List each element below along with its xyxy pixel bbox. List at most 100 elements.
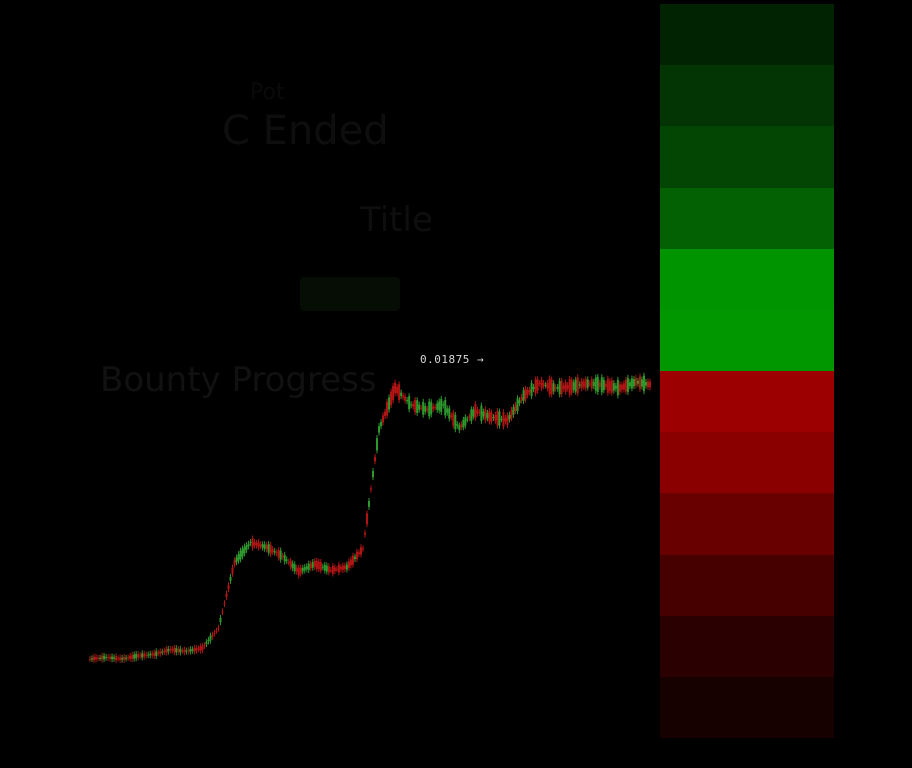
candle-down (618, 384, 621, 392)
candle-up (267, 543, 270, 553)
candle-up (285, 559, 288, 561)
candle-down (271, 549, 274, 552)
heat-cell (660, 554, 834, 616)
candle-down (606, 378, 609, 393)
candle-down (199, 646, 202, 651)
heat-column (660, 4, 834, 739)
candle-up (147, 654, 150, 656)
candle-down (355, 551, 358, 560)
candle-up (410, 404, 413, 406)
candle-up (574, 379, 577, 392)
candle-down (255, 542, 258, 546)
candle-up (167, 648, 170, 652)
candle-up (586, 379, 589, 388)
candle-down (361, 548, 364, 550)
candle-down (396, 386, 399, 394)
candle-up (466, 419, 469, 421)
candle-up (456, 424, 459, 426)
candle-down (265, 544, 268, 550)
candle-up (380, 422, 383, 427)
candle-down (331, 565, 334, 574)
candle-up (91, 658, 94, 660)
candle-up (261, 544, 264, 548)
candle-up (345, 564, 348, 570)
candle-up (372, 471, 375, 478)
heat-cell (660, 309, 834, 372)
candle-down (223, 603, 226, 605)
candle-down (115, 656, 118, 661)
candle-down (450, 415, 453, 418)
candle-down (359, 547, 362, 555)
candle-down (382, 415, 385, 423)
candle-up (111, 656, 114, 660)
candle-up (498, 411, 501, 426)
candle-down (213, 632, 216, 634)
candle-up (191, 649, 194, 651)
candle-up (464, 417, 467, 426)
bounty-progress-title: Bounty Progress (100, 360, 377, 400)
heat-cell (660, 615, 834, 677)
candle-down (329, 570, 332, 572)
candle-up (249, 542, 252, 544)
candle-up (428, 401, 431, 417)
candle-down (496, 410, 499, 426)
candle-down (309, 563, 312, 569)
candle-up (628, 382, 631, 387)
candle-down (392, 386, 395, 401)
candle-down (538, 383, 541, 385)
candle-down (634, 378, 637, 386)
candle-up (600, 377, 603, 393)
candle-up (430, 402, 433, 415)
candle-down (183, 649, 186, 653)
candle-down (564, 382, 567, 392)
candle-up (436, 403, 439, 410)
candle-down (215, 630, 218, 632)
candle-down (570, 380, 573, 393)
candle-down (109, 656, 112, 659)
candle-down (335, 568, 338, 570)
candle-down (257, 542, 260, 548)
candle-up (596, 376, 599, 392)
candle-down (566, 385, 569, 389)
candle-up (636, 380, 639, 384)
candle-up (642, 375, 645, 392)
candle-down (233, 560, 236, 565)
candle-up (516, 398, 519, 412)
candle-up (279, 550, 282, 560)
heat-cell (660, 248, 834, 310)
candle-down (349, 559, 352, 566)
candle-up (121, 658, 124, 660)
candle-down (107, 657, 110, 659)
candle-down (542, 382, 545, 387)
candle-down (560, 380, 563, 395)
candle-down (151, 653, 154, 656)
candle-up (99, 657, 102, 659)
candle-up (209, 635, 212, 641)
overlay-headline: C Ended (222, 108, 389, 154)
candle-down (117, 658, 120, 660)
candle-up (388, 397, 391, 410)
candle-down (648, 381, 651, 388)
candle-down (514, 404, 517, 411)
candle-up (378, 426, 381, 433)
candle-down (351, 555, 354, 565)
candle-down (638, 376, 641, 389)
candle-down (269, 544, 272, 555)
heat-cell (660, 187, 834, 249)
candle-down (548, 378, 551, 395)
candle-up (305, 566, 308, 570)
overlay-subtitle: Title (360, 200, 433, 240)
candle-down (582, 381, 585, 387)
candle-down (610, 380, 613, 393)
candle-down (576, 377, 579, 394)
candle-up (219, 617, 222, 623)
candle-down (474, 403, 477, 418)
candle-up (245, 545, 248, 550)
candle-down (159, 651, 162, 654)
candle-down (123, 656, 126, 660)
candle-down (540, 379, 543, 389)
candle-down (143, 653, 146, 657)
candle-down (510, 409, 513, 419)
overlay-action-button[interactable] (300, 277, 400, 311)
